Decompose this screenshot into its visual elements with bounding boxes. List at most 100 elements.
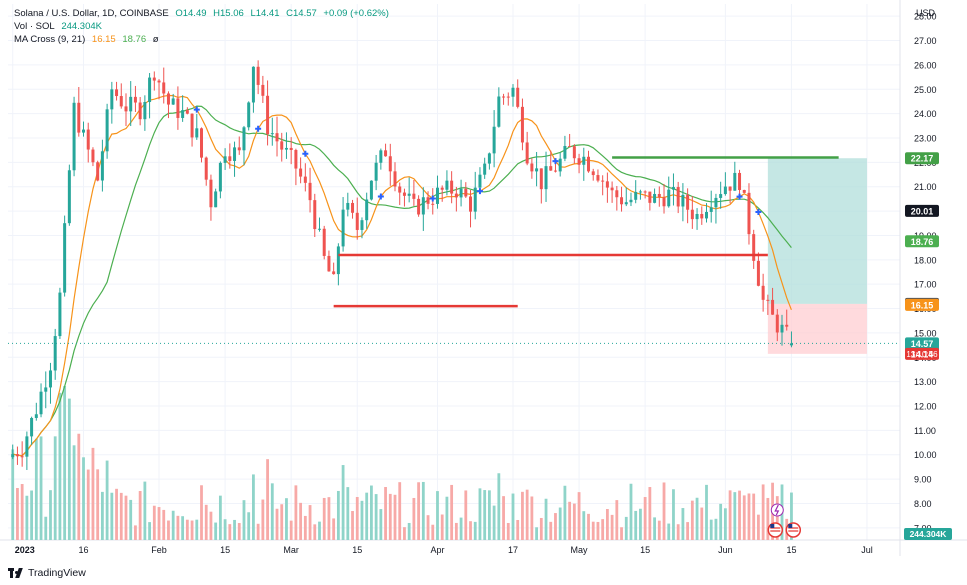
volume-bar: [67, 398, 71, 540]
volume-bar: [629, 483, 633, 540]
candle-body: [119, 96, 123, 107]
volume-bar: [195, 519, 199, 540]
price-tag-label: 20.01: [911, 206, 934, 216]
candle-body: [742, 189, 746, 193]
time-tick-label: 16: [79, 545, 89, 555]
candle-body: [690, 209, 694, 220]
volume-bar: [572, 503, 576, 540]
candle-body: [653, 193, 657, 203]
volume-bar: [275, 508, 279, 540]
volume-bar: [384, 487, 387, 540]
candle-body: [756, 260, 760, 286]
ma-cross-label[interactable]: MA Cross (9, 21): [14, 34, 86, 45]
candle-body: [166, 93, 170, 105]
candle-body: [516, 87, 520, 107]
volume-bar: [370, 485, 373, 540]
candle-body: [539, 168, 543, 190]
currency-label: USD: [916, 8, 936, 18]
price-tag: [905, 152, 939, 165]
candle-body: [251, 66, 255, 103]
candle-body: [317, 228, 321, 230]
ma-cross-marker: [552, 158, 559, 165]
ma-cross-marker: [755, 208, 762, 215]
volume-bar: [138, 491, 142, 540]
volume-bar: [431, 524, 435, 540]
volume-bar: [695, 497, 699, 540]
us-flag-canton-icon: [770, 524, 775, 528]
candle-body: [176, 98, 180, 118]
candle-body: [525, 142, 529, 164]
ma-settings-icon[interactable]: ø: [152, 34, 159, 45]
volume-bar: [266, 459, 269, 540]
candle-body: [303, 176, 307, 183]
volume-bar: [34, 438, 38, 540]
volume-bar: [237, 523, 241, 540]
price-tag-label: 22.17: [911, 154, 934, 164]
ma-cross-marker: [429, 195, 436, 202]
volume-bar: [218, 495, 222, 540]
candle-body: [369, 180, 373, 200]
volume-bar: [445, 496, 449, 540]
price-tag: [905, 347, 939, 360]
volume-bar: [478, 488, 482, 540]
candle-body: [96, 162, 100, 181]
volume-bar: [256, 523, 260, 540]
ma-cross-marker: [476, 188, 483, 195]
candle-body: [686, 194, 690, 210]
volume-bar: [25, 495, 29, 540]
volume-bar: [643, 497, 647, 540]
candle-body: [133, 96, 137, 103]
candle-body: [379, 150, 383, 163]
candle-body: [511, 87, 515, 97]
candle-body: [553, 170, 557, 172]
price-tag-label: 14.57: [911, 339, 934, 349]
candle-body: [63, 223, 67, 293]
volume-bar: [96, 469, 100, 540]
volume-bar: [185, 519, 189, 540]
candle-body: [242, 127, 246, 151]
volume-bar: [421, 481, 425, 540]
volume-bar: [591, 521, 595, 540]
candle-body: [162, 82, 166, 94]
candle-body: [714, 197, 718, 208]
volume-bar: [417, 482, 421, 540]
candle-body: [91, 149, 95, 163]
price-tick-label: 23.00: [914, 134, 937, 144]
tradingview-logo[interactable]: TradingView: [8, 567, 86, 579]
ma-fast-value: 16.15: [91, 34, 116, 45]
candle-body: [780, 324, 784, 333]
volume-bar: [86, 469, 90, 540]
candle-body: [596, 175, 600, 181]
volume-bar: [176, 515, 180, 540]
volume-bar: [332, 518, 336, 540]
volume-bar: [247, 512, 251, 540]
legend-symbol-row: Solana / U.S. Dollar, 1D, COINBASE O14.4…: [14, 8, 393, 20]
time-tick-label: 15: [640, 545, 650, 555]
candle-body: [332, 271, 336, 275]
volume-bar: [530, 496, 534, 540]
candle-body: [483, 163, 487, 175]
candle-body: [195, 128, 199, 138]
price-tick-label: 26.00: [914, 60, 937, 70]
candle-body: [355, 212, 359, 230]
candle-body: [67, 170, 71, 224]
candle-body: [766, 299, 770, 301]
volume-bar: [77, 433, 81, 540]
candle-body: [72, 102, 76, 171]
ma-cross-marker: [302, 150, 309, 157]
ma-cross-marker: [193, 106, 200, 113]
candle-body: [346, 202, 350, 210]
candle-body: [209, 179, 213, 208]
candle-body: [648, 191, 652, 203]
volume-label[interactable]: Vol · SOL: [14, 21, 55, 32]
candle-body: [723, 186, 727, 195]
candle-body: [15, 454, 19, 457]
candle-body: [384, 150, 388, 157]
symbol-title[interactable]: Solana / U.S. Dollar, 1D, COINBASE: [14, 8, 169, 19]
stop-zone: [767, 303, 867, 354]
volume-bar: [766, 497, 770, 540]
candle-body: [322, 228, 326, 256]
legend-ma-row: MA Cross (9, 21) 16.15 18.76 ø: [14, 34, 163, 46]
volume-bar: [63, 386, 67, 540]
